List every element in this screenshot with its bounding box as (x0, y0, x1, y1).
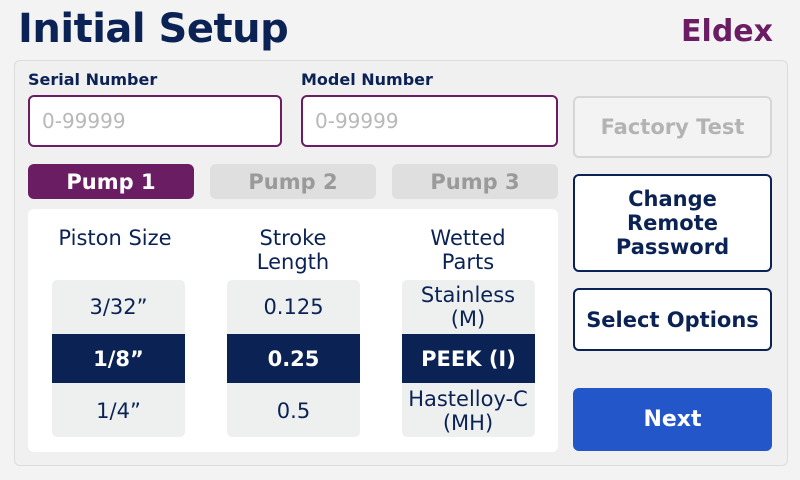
piston-size-header: Piston Size (58, 226, 172, 250)
tab-pump-3[interactable]: Pump 3 (392, 164, 558, 199)
factory-test-button[interactable]: Factory Test (573, 96, 772, 158)
wetted-parts-header: Wetted Parts (430, 226, 506, 274)
next-button[interactable]: Next (573, 388, 772, 451)
wetted-parts-picker[interactable]: Stainless (M) PEEK (I) Hastelloy-C (MH) (402, 280, 535, 437)
wetted-parts-option[interactable]: Stainless (M) (420, 282, 516, 331)
stroke-length-header: Stroke Length (256, 226, 330, 274)
piston-size-option[interactable]: 3/32” (89, 294, 148, 319)
piston-size-picker[interactable]: 3/32” 1/8” 1/4” (52, 280, 185, 437)
brand-logo: Eldex (681, 14, 773, 49)
serial-number-input[interactable] (28, 95, 282, 147)
stroke-length-option[interactable]: 0.5 (276, 398, 311, 423)
wetted-parts-option-selected[interactable]: PEEK (I) (402, 334, 535, 383)
stroke-length-option[interactable]: 0.125 (263, 294, 324, 319)
model-number-input[interactable] (301, 95, 558, 147)
model-number-label: Model Number (301, 70, 433, 89)
piston-size-option[interactable]: 1/4” (96, 398, 141, 423)
tab-pump-2[interactable]: Pump 2 (210, 164, 376, 199)
change-remote-password-button[interactable]: Change Remote Password (573, 174, 772, 272)
tab-pump-1[interactable]: Pump 1 (28, 164, 194, 199)
serial-number-label: Serial Number (28, 70, 158, 89)
stroke-length-picker[interactable]: 0.125 0.25 0.5 (227, 280, 360, 437)
page-title: Initial Setup (18, 6, 289, 52)
stroke-length-option-selected[interactable]: 0.25 (227, 334, 360, 383)
piston-size-option-selected[interactable]: 1/8” (52, 334, 185, 383)
select-options-button[interactable]: Select Options (573, 288, 772, 351)
wetted-parts-option[interactable]: Hastelloy-C (MH) (408, 386, 528, 435)
